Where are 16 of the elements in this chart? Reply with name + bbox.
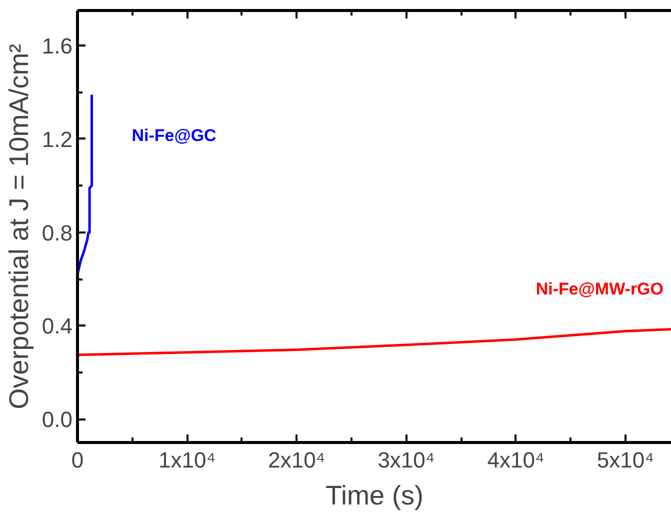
text: Ni-Fe@GC xyxy=(132,126,216,146)
x-tick-label: 1x10⁴ xyxy=(158,448,216,472)
x-tick-label: 5x10⁴ xyxy=(596,448,654,472)
x-tick-label: 4x10⁴ xyxy=(487,448,544,472)
x-tick-label: 2x10⁴ xyxy=(268,448,326,472)
y-tick-label: 1.6 xyxy=(42,34,73,59)
series-label: Ni-Fe@MW-rGO xyxy=(536,280,664,299)
line-series xyxy=(78,328,671,356)
x-tick-label: 0 xyxy=(71,448,84,472)
x-tick-label: 3x10⁴ xyxy=(378,448,435,472)
y-tick-label: 1.2 xyxy=(42,126,73,152)
x-axis-title: Time (s) xyxy=(326,480,424,510)
y-axis-title: Overpotential at J = 10mA/cm² xyxy=(4,44,34,410)
y-tick-label: 0.4 xyxy=(42,314,73,339)
y-tick-label: 0.0 xyxy=(42,407,73,432)
y-tick-label: 0.8 xyxy=(42,220,73,246)
